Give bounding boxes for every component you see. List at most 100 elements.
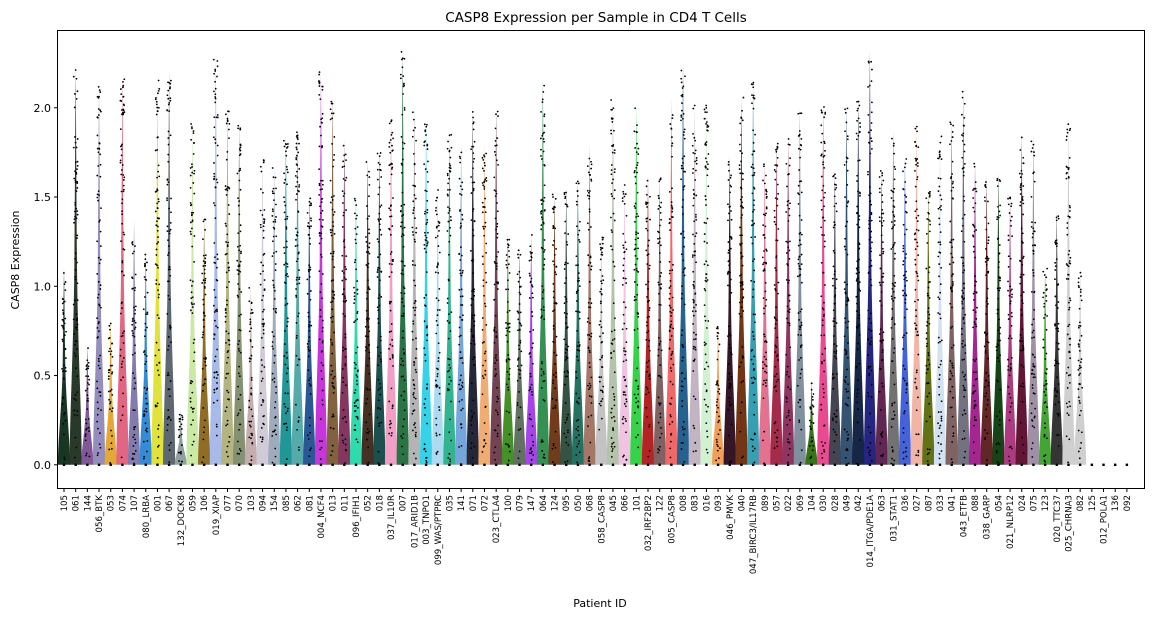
point-087 — [926, 324, 928, 327]
point-027 — [914, 288, 917, 291]
point-141 — [458, 343, 461, 346]
point-056_BTK — [98, 147, 100, 150]
point-033 — [940, 339, 943, 342]
point-056_BTK — [97, 190, 100, 193]
point-019_XIAP — [213, 311, 216, 313]
point-001 — [154, 354, 157, 357]
point-017_ARID1B — [415, 231, 417, 234]
point-089 — [763, 250, 765, 252]
point-047_BIRC3/IL17RB — [754, 133, 757, 136]
violin-082 — [1074, 268, 1087, 465]
point-070 — [239, 393, 242, 396]
point-058_CASP8 — [600, 311, 603, 314]
point-042 — [856, 392, 859, 395]
point-122 — [658, 231, 660, 234]
point-033 — [940, 431, 943, 434]
point-066 — [625, 458, 628, 461]
point-095 — [565, 300, 568, 303]
point-059 — [192, 419, 194, 422]
point-027 — [914, 127, 917, 130]
zero-marker-124 — [553, 463, 556, 466]
point-027 — [915, 371, 918, 374]
point-050 — [577, 429, 579, 432]
point-100 — [507, 388, 510, 391]
point-103 — [249, 425, 252, 428]
point-064 — [540, 110, 542, 113]
point-050 — [578, 451, 581, 454]
point-030 — [821, 456, 824, 459]
point-056_BTK — [98, 304, 101, 307]
point-030 — [824, 442, 826, 444]
violin-062 — [291, 130, 304, 465]
zero-marker-037_IL10R — [389, 463, 393, 466]
point-018 — [380, 271, 383, 273]
point-014_ITGA/PDE1A — [869, 152, 872, 155]
point-018 — [380, 204, 383, 207]
point-147 — [529, 251, 532, 253]
point-077 — [226, 455, 229, 458]
point-089 — [765, 193, 768, 196]
point-087 — [928, 402, 930, 405]
point-042 — [856, 327, 859, 329]
point-099_WAS/PTPRC — [434, 236, 437, 239]
point-077 — [226, 286, 228, 289]
point-107 — [134, 450, 137, 452]
point-030 — [823, 334, 826, 337]
point-036 — [903, 278, 906, 281]
point-047_BIRC3/IL17RB — [753, 413, 756, 416]
zero-marker-028 — [833, 463, 837, 466]
point-106 — [202, 298, 205, 301]
point-013 — [331, 300, 334, 303]
point-031_STAT1 — [893, 224, 896, 226]
point-141 — [461, 381, 464, 384]
point-061 — [76, 138, 79, 140]
point-077 — [227, 241, 230, 244]
point-080_LRBA — [142, 308, 145, 311]
violin-004_NCF4 — [314, 72, 328, 465]
point-071 — [470, 176, 472, 178]
point-079 — [519, 339, 522, 342]
point-070 — [240, 291, 243, 293]
point-147 — [532, 362, 534, 365]
point-083 — [694, 441, 697, 444]
point-001 — [157, 164, 160, 167]
point-141 — [458, 253, 461, 256]
point-004_NCF4 — [321, 218, 324, 221]
point-014_ITGA/PDE1A — [869, 343, 872, 346]
point-070 — [238, 423, 241, 426]
point-052 — [365, 421, 368, 424]
point-017_ARID1B — [413, 238, 416, 241]
point-003_TNPO1 — [425, 125, 428, 128]
point-033 — [938, 427, 941, 430]
point-047_BIRC3/IL17RB — [750, 166, 753, 168]
point-094 — [263, 222, 265, 225]
point-023_CTLA4 — [494, 127, 497, 130]
point-014_ITGA/PDE1A — [867, 60, 870, 63]
point-124 — [552, 290, 555, 293]
violin-089 — [758, 161, 771, 465]
point-104 — [810, 455, 813, 458]
point-047_BIRC3/IL17RB — [753, 401, 756, 404]
point-083 — [691, 254, 694, 257]
point-046_PMVK — [729, 404, 731, 407]
point-052 — [366, 398, 369, 400]
point-099_WAS/PTPRC — [435, 319, 438, 322]
point-074 — [120, 144, 123, 147]
point-003_TNPO1 — [423, 243, 426, 246]
point-001 — [155, 254, 158, 256]
point-045 — [613, 395, 616, 398]
point-101 — [635, 397, 637, 400]
point-045 — [614, 317, 616, 320]
point-052 — [368, 242, 371, 245]
point-019_XIAP — [213, 90, 215, 93]
point-040 — [739, 226, 741, 229]
point-141 — [460, 151, 463, 154]
point-036 — [903, 334, 905, 337]
point-004_NCF4 — [318, 182, 321, 185]
point-096_IFIH1 — [353, 321, 356, 324]
point-014_ITGA/PDE1A — [869, 431, 872, 434]
point-089 — [763, 163, 765, 166]
point-001 — [156, 149, 159, 151]
point-122 — [657, 194, 660, 197]
zero-marker-147 — [530, 463, 533, 466]
